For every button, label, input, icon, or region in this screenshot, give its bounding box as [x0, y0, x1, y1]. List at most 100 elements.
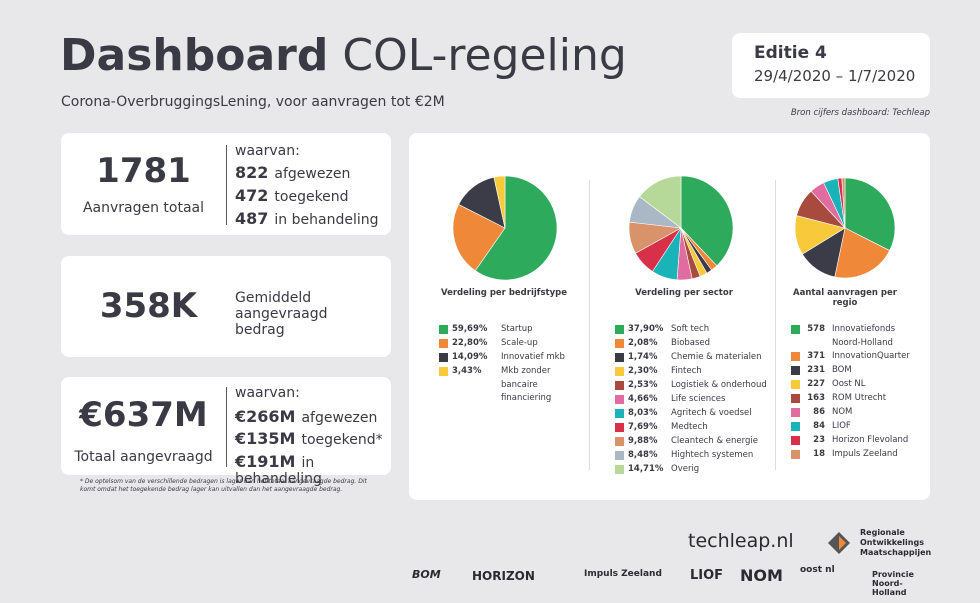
- legend-swatch: [791, 380, 800, 389]
- legend-swatch: [615, 339, 624, 348]
- legend-swatch: [791, 352, 800, 361]
- legend-label: Oost NL: [832, 379, 866, 389]
- legend-value: 1,74%: [628, 352, 658, 362]
- legend-label: Chemie & materialen: [671, 352, 762, 362]
- card: 1781 Aanvragen totaal waarvan: 822 afgewe…: [61, 133, 391, 235]
- legend-label: Impuls Zeeland: [832, 449, 898, 459]
- pie-slice: [834, 227, 891, 279]
- legend-value: 84: [813, 421, 825, 431]
- card: 358K Gemiddeld aangevraagd bedrag: [61, 256, 391, 357]
- row-label: toegekend*: [301, 432, 383, 448]
- source: Bron cijfers dashboard: Techleap: [790, 108, 930, 118]
- legend-value: 37,90%: [628, 324, 664, 334]
- legend-swatch: [615, 409, 624, 418]
- row-label: toegekend: [274, 189, 349, 205]
- pie-slice: [841, 177, 846, 229]
- pie-slice: [452, 204, 506, 272]
- kpi-caption: Aanvragen totaal: [82, 200, 205, 216]
- legend-label: ROM Utrecht: [832, 393, 887, 403]
- title: Dashboard COL-regeling: [60, 30, 627, 81]
- legend-label: BOM: [832, 365, 852, 375]
- legend-value: 86: [813, 407, 825, 417]
- legend-label: Cleantech & energie: [671, 436, 758, 446]
- legend-label: Life sciences: [671, 394, 726, 404]
- row-value: 822: [235, 163, 269, 182]
- legend-swatch: [791, 394, 800, 403]
- legend-label: Horizon Flevoland: [832, 435, 909, 445]
- kpi-caption: Totaal aangevraagd: [74, 449, 213, 465]
- pie-title: Aantal aanvragen per regio: [793, 288, 897, 308]
- legend-value: 4,66%: [628, 394, 658, 404]
- legend-swatch: [439, 339, 448, 348]
- pie-slice: [844, 177, 896, 251]
- row-value: €191M: [235, 452, 296, 471]
- card: €637M Totaal aangevraagd waarvan: €266M a…: [61, 377, 391, 487]
- row-label: in behandeling: [274, 212, 379, 228]
- legend-swatch: [439, 353, 448, 362]
- legend-label: Startup: [501, 324, 533, 334]
- row-value: 487: [235, 209, 269, 228]
- pie-chart: [794, 177, 896, 279]
- legend-swatch: [615, 367, 624, 376]
- subtitle: Corona-OverbruggingsLening, voor aanvrag…: [61, 94, 445, 110]
- legend-value: 227: [807, 379, 825, 389]
- legend-label: Hightech systemen: [671, 450, 754, 460]
- logo: techleap.nl: [688, 530, 794, 552]
- logo: LIOF: [690, 568, 724, 583]
- pie-slice: [474, 175, 558, 281]
- legend-value: 371: [807, 351, 825, 361]
- logo: BOM: [412, 568, 441, 581]
- legend-value: 2,53%: [628, 380, 658, 390]
- legend-label: Overig: [671, 464, 700, 474]
- footnote: * De optelsom van de verschillende bedra…: [80, 478, 367, 493]
- title-rest: COL-regeling: [342, 30, 627, 81]
- legend-swatch: [615, 437, 624, 446]
- legend-value: 8,03%: [628, 408, 658, 418]
- legend-swatch: [791, 408, 800, 417]
- legend-swatch: [791, 366, 800, 375]
- legend-swatch: [791, 325, 800, 334]
- legend-swatch: [615, 325, 624, 334]
- legend-label: Biobased: [671, 338, 711, 348]
- legend-value: 22,80%: [452, 338, 488, 348]
- logo: NOM: [740, 566, 783, 585]
- legend-value: 9,88%: [628, 436, 658, 446]
- logo: oost nl: [800, 565, 835, 575]
- legend-label: LIOF: [832, 421, 851, 431]
- pie-slice: [493, 175, 506, 229]
- kpi-value: €637M: [79, 395, 208, 435]
- legend-swatch: [615, 381, 624, 390]
- row-value: 472: [235, 186, 269, 205]
- rom-icon: [828, 532, 850, 554]
- legend-label: Agritech & voedsel: [671, 408, 752, 418]
- legend-value: 18: [813, 449, 825, 459]
- legend-value: 14,71%: [628, 464, 664, 474]
- pie-slice: [680, 175, 734, 267]
- legend-swatch: [615, 465, 624, 474]
- legend-value: 3,43%: [452, 366, 482, 376]
- legend-label: Medtech: [671, 422, 708, 432]
- legend-label: NOM: [832, 407, 853, 417]
- logo: HORIZON: [472, 569, 535, 583]
- divider: [226, 387, 227, 467]
- row-label: in behandeling: [235, 455, 322, 487]
- row-value: €135M: [235, 429, 296, 448]
- pie-title: Verdeling per sector: [635, 288, 733, 298]
- legend-swatch: [615, 423, 624, 432]
- legend-value: 7,69%: [628, 422, 658, 432]
- pie-chart: [452, 175, 558, 281]
- divider: [226, 145, 227, 225]
- edition-box: Editie 4 29/4/2020 – 1/7/2020: [732, 33, 930, 98]
- row-value: €266M: [235, 407, 296, 426]
- legend-value: 163: [807, 393, 825, 403]
- edition: Editie 4: [754, 43, 827, 63]
- separator: [589, 180, 590, 470]
- kpi-caption: Gemiddeld aangevraagd bedrag: [235, 290, 328, 338]
- logo: Provincie Noord-Holland: [872, 570, 914, 597]
- legend-value: 231: [807, 365, 825, 375]
- legend-value: 8,48%: [628, 450, 658, 460]
- legend-value: 2,08%: [628, 338, 658, 348]
- legend-label: Logistiek & onderhoud: [671, 380, 767, 390]
- legend-label: Mkb zonder bancaire financiering: [501, 366, 552, 404]
